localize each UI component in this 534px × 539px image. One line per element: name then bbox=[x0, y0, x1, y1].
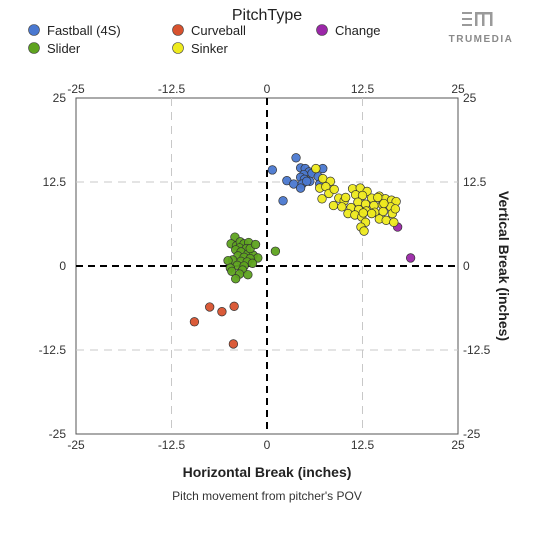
legend-swatch bbox=[28, 42, 40, 54]
point-slider bbox=[247, 258, 258, 268]
point-fastball-4s bbox=[267, 165, 277, 175]
x-tick-label-top: 25 bbox=[451, 82, 465, 96]
point-slider bbox=[270, 246, 281, 256]
x-tick-label-bottom: -25 bbox=[67, 438, 85, 452]
zero-lines bbox=[76, 98, 458, 434]
x-tick-label-bottom: -12.5 bbox=[158, 438, 186, 452]
x-tick-label-top: -25 bbox=[67, 82, 85, 96]
x-tick-label-bottom: 0 bbox=[264, 438, 271, 452]
point-fastball-4s bbox=[302, 176, 312, 186]
point-curveball bbox=[205, 302, 215, 312]
point-curveball bbox=[229, 301, 239, 311]
trumedia-logo-text: TRUMEDIA bbox=[449, 34, 514, 45]
point-sinker bbox=[357, 190, 368, 201]
x-tick-label-top: -12.5 bbox=[158, 82, 186, 96]
x-axis-label: Horizontal Break (inches) bbox=[183, 464, 352, 480]
y-tick-label-left: 0 bbox=[59, 259, 66, 273]
y-tick-label-right: -25 bbox=[463, 427, 481, 441]
x-tick-label-bottom: 25 bbox=[451, 438, 465, 452]
point-sinker bbox=[329, 184, 339, 195]
legend: Fastball (4S) Curveball Change Slider Sinker bbox=[28, 23, 381, 56]
point-sinker bbox=[311, 163, 321, 174]
chart-caption: Pitch movement from pitcher's POV bbox=[172, 489, 362, 503]
point-sinker bbox=[341, 192, 351, 203]
legend-swatch bbox=[28, 24, 40, 36]
grid bbox=[76, 98, 458, 434]
point-sinker bbox=[328, 200, 339, 211]
point-sinker bbox=[337, 202, 347, 212]
point-slider bbox=[231, 274, 241, 284]
legend-label: Slider bbox=[47, 41, 81, 56]
point-fastball-4s bbox=[291, 153, 301, 163]
point-fastball-4s bbox=[278, 196, 288, 206]
legend-label: Change bbox=[335, 23, 381, 38]
y-tick-label-right: 25 bbox=[463, 91, 477, 105]
point-sinker bbox=[359, 226, 369, 236]
x-tick-label-top: 12.5 bbox=[351, 82, 375, 96]
point-sinker bbox=[317, 194, 327, 204]
y-tick-label-left: 25 bbox=[53, 91, 67, 105]
legend-swatch bbox=[316, 24, 328, 36]
y-tick-label-right: 0 bbox=[463, 259, 470, 273]
legend-label: Fastball (4S) bbox=[47, 23, 121, 38]
point-slider bbox=[243, 270, 253, 280]
point-fastball-4s bbox=[295, 183, 306, 193]
legend-label: Sinker bbox=[191, 41, 229, 56]
trumedia-logo: TRUMEDIA bbox=[449, 12, 514, 45]
trumedia-logo-icon bbox=[462, 12, 493, 26]
point-curveball bbox=[228, 339, 239, 349]
legend-label: Curveball bbox=[191, 23, 246, 38]
point-curveball bbox=[189, 317, 200, 327]
y-tick-label-right: -12.5 bbox=[463, 343, 491, 357]
point-sinker bbox=[390, 204, 401, 214]
legend-title: PitchType bbox=[232, 7, 302, 24]
point-sinker bbox=[389, 217, 399, 227]
y-tick-label-left: -12.5 bbox=[39, 343, 67, 357]
x-tick-label-bottom: 12.5 bbox=[351, 438, 375, 452]
y-tick-label-left: -25 bbox=[49, 427, 67, 441]
data-points bbox=[189, 153, 416, 349]
legend-swatch bbox=[172, 24, 184, 36]
point-sinker bbox=[358, 208, 368, 218]
legend-swatch bbox=[172, 42, 184, 54]
y-tick-label-left: 12.5 bbox=[43, 175, 67, 189]
point-sinker bbox=[379, 198, 389, 209]
y-tick-label-right: 12.5 bbox=[463, 175, 487, 189]
point-sinker bbox=[381, 215, 391, 225]
point-sinker bbox=[373, 192, 383, 203]
point-sinker bbox=[367, 208, 377, 219]
point-slider bbox=[250, 239, 261, 250]
x-tick-label-top: 0 bbox=[264, 82, 271, 96]
point-curveball bbox=[217, 307, 227, 317]
point-change bbox=[405, 253, 416, 263]
y-axis-label: Vertical Break (inches) bbox=[496, 191, 512, 341]
